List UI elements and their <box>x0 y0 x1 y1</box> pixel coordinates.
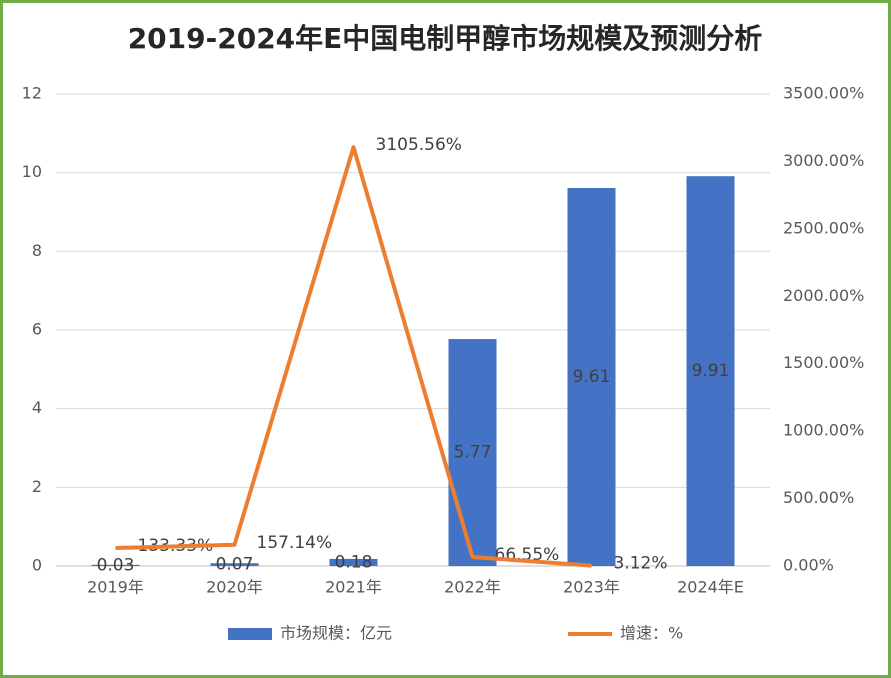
bar-value-label: 0.03 <box>97 555 135 575</box>
y2-tick-label: 3500.00% <box>783 84 864 103</box>
bar-value-label: 0.18 <box>335 552 373 572</box>
bar <box>448 339 497 566</box>
y-tick-label: 10 <box>22 162 42 181</box>
x-tick-label: 2022年 <box>444 578 501 597</box>
bar <box>210 563 259 566</box>
x-tick-label: 2023年 <box>563 578 620 597</box>
bar-value-label: 9.91 <box>692 361 730 381</box>
y-tick-label: 12 <box>22 84 42 103</box>
y2-tick-label: 1000.00% <box>783 421 864 440</box>
y2-tick-label: 0.00% <box>783 556 834 575</box>
bar <box>567 188 616 567</box>
legend-swatch <box>228 628 272 640</box>
chart-title: 2019-2024年E中国电制甲醇市场规模及预测分析 <box>128 22 763 55</box>
bar <box>329 558 378 566</box>
line-value-label: 3105.56% <box>376 135 462 155</box>
y-tick-label: 0 <box>32 556 42 575</box>
x-tick-label: 2024年E <box>677 578 744 597</box>
y2-tick-label: 2000.00% <box>783 286 864 305</box>
bar-value-label: 0.07 <box>216 555 254 575</box>
y2-tick-label: 3000.00% <box>783 151 864 170</box>
y-tick-label: 8 <box>32 241 42 260</box>
legend-label: 市场规模：亿元 <box>280 624 392 643</box>
y-tick-label: 6 <box>32 320 42 339</box>
line-value-label: 157.14% <box>257 533 333 553</box>
x-tick-label: 2020年 <box>206 578 263 597</box>
x-tick-label: 2019年 <box>87 578 144 597</box>
bar <box>686 176 735 566</box>
x-tick-label: 2021年 <box>325 578 382 597</box>
bar-value-label: 9.61 <box>573 367 611 387</box>
line <box>115 145 592 568</box>
bar-value-label: 5.77 <box>454 443 492 463</box>
bar <box>91 564 140 566</box>
legend-label: 增速：% <box>620 624 683 643</box>
y2-tick-label: 2500.00% <box>783 218 864 237</box>
line-value-label: 3.12% <box>614 554 668 574</box>
y-tick-label: 2 <box>32 477 42 496</box>
y-tick-label: 4 <box>32 398 42 417</box>
y2-tick-label: 1500.00% <box>783 353 864 372</box>
y2-tick-label: 500.00% <box>783 488 854 507</box>
